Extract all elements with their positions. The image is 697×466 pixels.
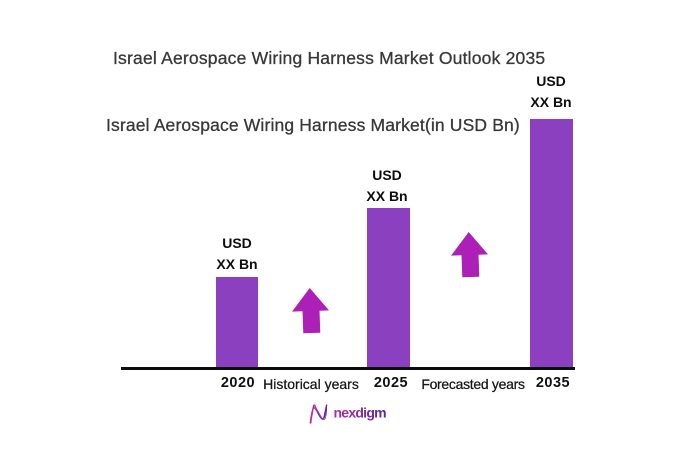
svg-text:nexdigm: nexdigm [334, 405, 387, 421]
